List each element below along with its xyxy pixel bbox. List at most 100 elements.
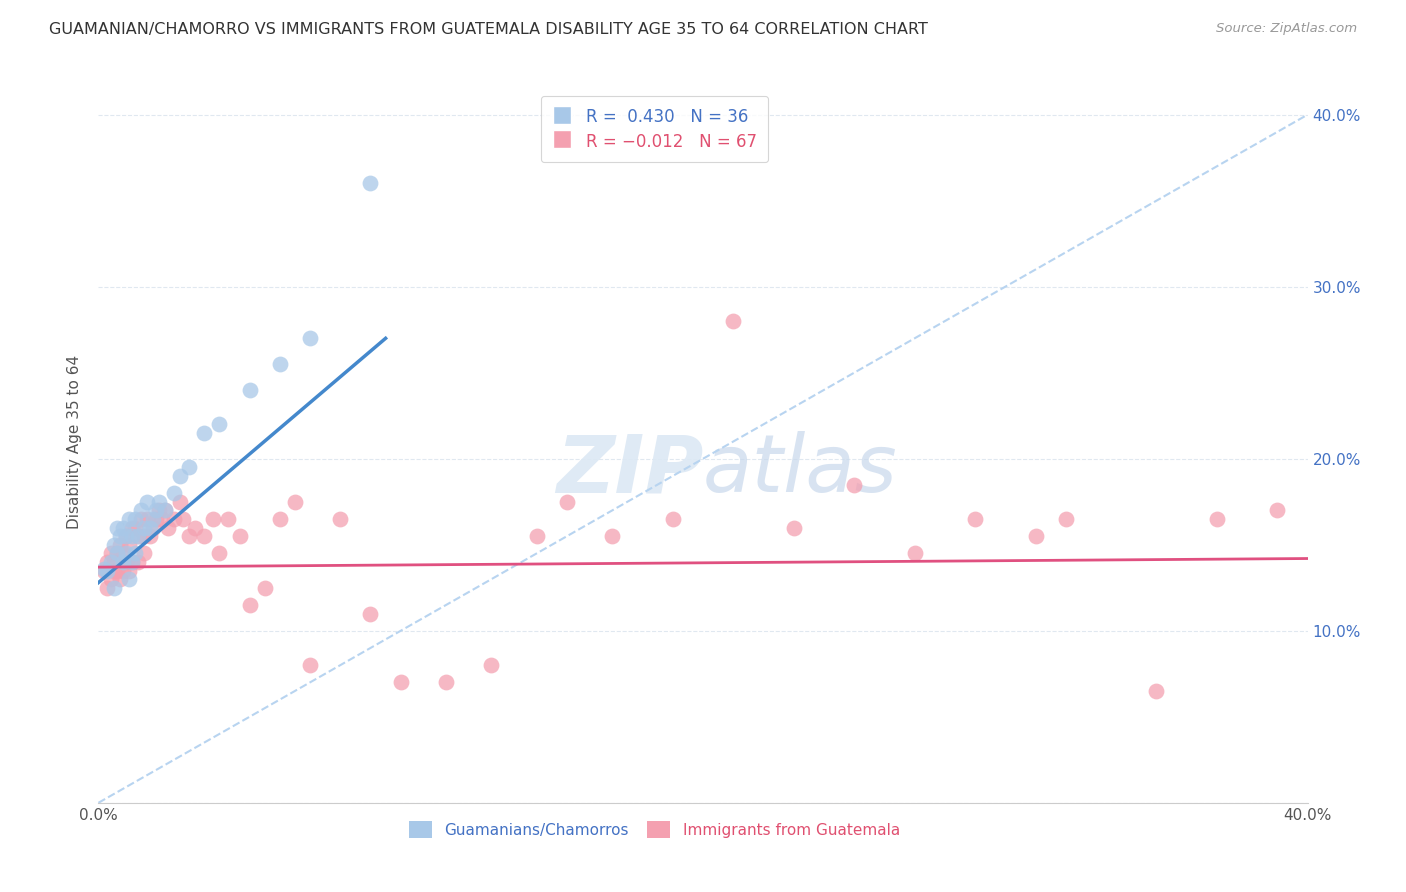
Point xyxy=(299,331,322,345)
Point xyxy=(150,512,173,526)
Point xyxy=(602,529,624,543)
Point xyxy=(179,460,201,475)
Point xyxy=(103,555,125,569)
Point xyxy=(135,512,157,526)
Point xyxy=(121,520,143,534)
Point xyxy=(124,546,146,560)
Point xyxy=(202,512,225,526)
Point xyxy=(139,529,162,543)
Point xyxy=(217,512,239,526)
Point xyxy=(239,598,262,612)
Point xyxy=(481,658,503,673)
Point xyxy=(124,512,146,526)
Point xyxy=(114,546,136,560)
Point xyxy=(179,529,201,543)
Point xyxy=(1206,512,1229,526)
Point xyxy=(127,529,149,543)
Point xyxy=(114,555,136,569)
Point xyxy=(105,564,128,578)
Point xyxy=(163,512,186,526)
Point xyxy=(434,675,457,690)
Point xyxy=(1054,512,1077,526)
Point xyxy=(172,512,194,526)
Point xyxy=(142,520,165,534)
Point xyxy=(96,564,118,578)
Point xyxy=(156,520,179,534)
Point xyxy=(965,512,987,526)
Point xyxy=(208,417,231,432)
Point xyxy=(142,512,165,526)
Point xyxy=(121,555,143,569)
Point xyxy=(121,555,143,569)
Point xyxy=(360,607,382,621)
Point xyxy=(93,564,115,578)
Point xyxy=(129,503,152,517)
Point xyxy=(108,572,131,586)
Point xyxy=(723,314,745,328)
Point xyxy=(129,512,152,526)
Point xyxy=(118,512,141,526)
Point xyxy=(114,529,136,543)
Point xyxy=(229,529,252,543)
Point xyxy=(132,546,155,560)
Point xyxy=(783,520,806,534)
Point xyxy=(1267,503,1289,517)
Point xyxy=(661,512,683,526)
Point xyxy=(100,572,122,586)
Point xyxy=(169,469,191,483)
Point xyxy=(114,529,136,543)
Point xyxy=(148,494,170,508)
Point xyxy=(96,555,118,569)
Point xyxy=(299,658,322,673)
Point xyxy=(121,529,143,543)
Point xyxy=(103,564,125,578)
Point xyxy=(253,581,276,595)
Point xyxy=(389,675,412,690)
Point xyxy=(124,520,146,534)
Point xyxy=(145,503,167,517)
Point xyxy=(329,512,352,526)
Point xyxy=(844,477,866,491)
Text: Source: ZipAtlas.com: Source: ZipAtlas.com xyxy=(1216,22,1357,36)
Text: GUAMANIAN/CHAMORRO VS IMMIGRANTS FROM GUATEMALA DISABILITY AGE 35 TO 64 CORRELAT: GUAMANIAN/CHAMORRO VS IMMIGRANTS FROM GU… xyxy=(49,22,928,37)
Text: ZIP: ZIP xyxy=(555,432,703,509)
Point xyxy=(269,357,291,371)
Point xyxy=(111,546,134,560)
Legend: Guamanians/Chamorros, Immigrants from Guatemala: Guamanians/Chamorros, Immigrants from Gu… xyxy=(402,814,907,846)
Point xyxy=(1144,684,1167,698)
Point xyxy=(132,529,155,543)
Point xyxy=(208,546,231,560)
Point xyxy=(153,503,176,517)
Point xyxy=(127,555,149,569)
Point xyxy=(108,538,131,552)
Point xyxy=(108,529,131,543)
Point xyxy=(153,503,176,517)
Point xyxy=(100,555,122,569)
Point xyxy=(526,529,548,543)
Point xyxy=(105,546,128,560)
Point xyxy=(184,520,207,534)
Point xyxy=(105,546,128,560)
Point xyxy=(118,572,141,586)
Point xyxy=(145,512,167,526)
Point xyxy=(132,520,155,534)
Point xyxy=(96,581,118,595)
Y-axis label: Disability Age 35 to 64: Disability Age 35 to 64 xyxy=(67,354,83,529)
Point xyxy=(103,538,125,552)
Point xyxy=(269,512,291,526)
Point xyxy=(239,383,262,397)
Point xyxy=(100,546,122,560)
Point xyxy=(193,425,215,440)
Point xyxy=(360,177,382,191)
Point xyxy=(193,529,215,543)
Point xyxy=(103,581,125,595)
Point xyxy=(93,562,115,576)
Text: atlas: atlas xyxy=(703,432,898,509)
Point xyxy=(148,503,170,517)
Point xyxy=(169,494,191,508)
Point xyxy=(555,494,578,508)
Point xyxy=(1024,529,1046,543)
Point xyxy=(904,546,927,560)
Point xyxy=(105,520,128,534)
Point xyxy=(118,538,141,552)
